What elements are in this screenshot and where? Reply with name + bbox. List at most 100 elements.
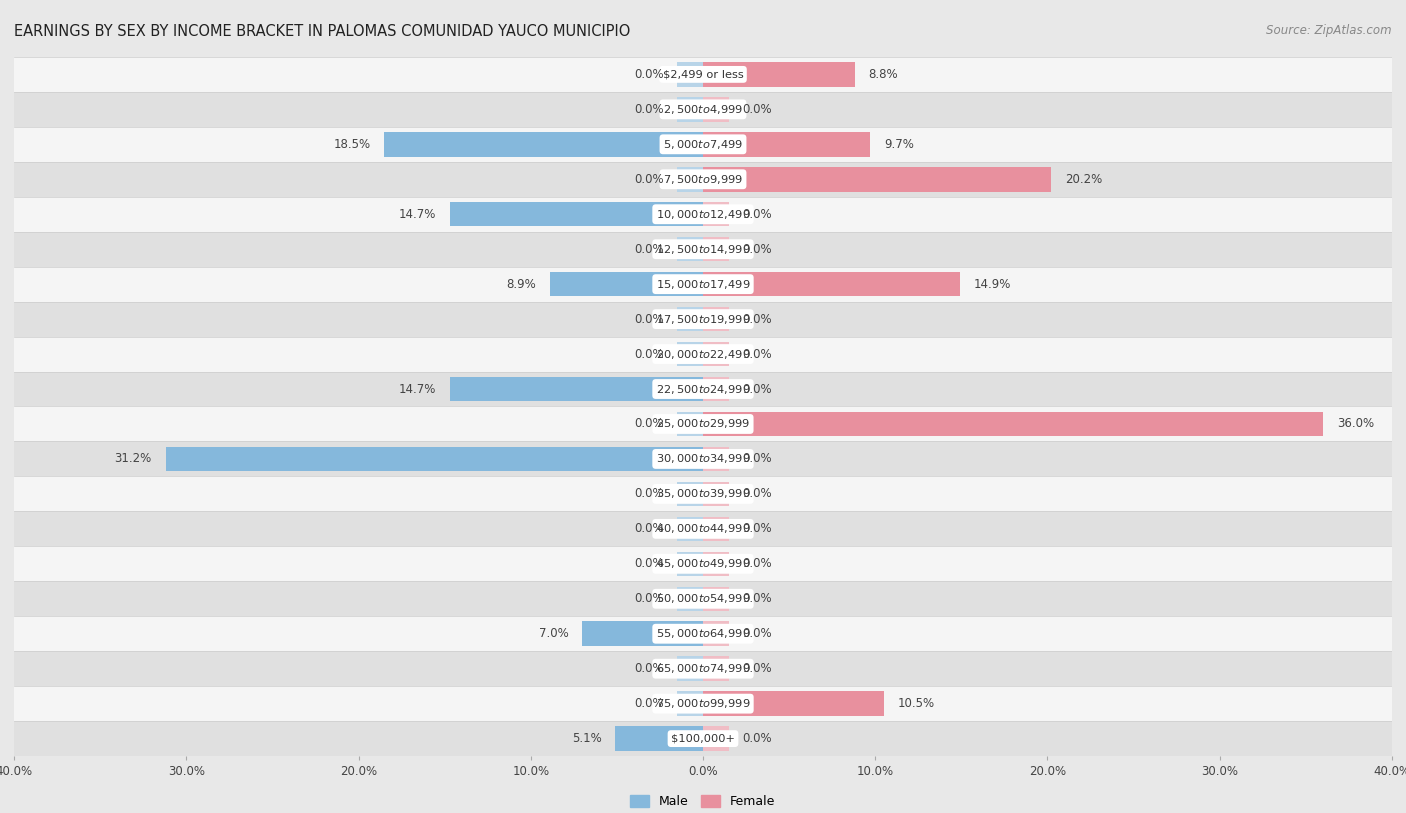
Text: $17,500 to $19,999: $17,500 to $19,999: [655, 313, 751, 325]
Text: 0.0%: 0.0%: [634, 418, 664, 430]
Bar: [450, 376, 703, 402]
Text: 0.0%: 0.0%: [742, 663, 772, 675]
Bar: [703, 167, 1050, 192]
Bar: [14, 337, 1392, 372]
Bar: [703, 411, 1323, 437]
Text: $65,000 to $74,999: $65,000 to $74,999: [655, 663, 751, 675]
Text: 7.0%: 7.0%: [538, 628, 568, 640]
Bar: [14, 372, 1392, 406]
Bar: [14, 546, 1392, 581]
Bar: [14, 162, 1392, 197]
Bar: [14, 511, 1392, 546]
Text: $25,000 to $29,999: $25,000 to $29,999: [655, 418, 751, 430]
Bar: [678, 551, 703, 576]
Bar: [14, 441, 1392, 476]
Text: 14.9%: 14.9%: [973, 278, 1011, 290]
Text: $10,000 to $12,499: $10,000 to $12,499: [655, 208, 751, 220]
Bar: [582, 621, 703, 646]
Bar: [450, 202, 703, 227]
Text: $55,000 to $64,999: $55,000 to $64,999: [655, 628, 751, 640]
Text: 36.0%: 36.0%: [1337, 418, 1374, 430]
Text: $75,000 to $99,999: $75,000 to $99,999: [655, 698, 751, 710]
Text: 31.2%: 31.2%: [115, 453, 152, 465]
Bar: [14, 406, 1392, 441]
Bar: [678, 167, 703, 192]
Text: 18.5%: 18.5%: [333, 138, 371, 150]
Bar: [678, 62, 703, 87]
Text: 0.0%: 0.0%: [634, 103, 664, 115]
Bar: [703, 726, 728, 751]
Bar: [703, 97, 728, 122]
Text: $5,000 to $7,499: $5,000 to $7,499: [664, 138, 742, 150]
Bar: [703, 621, 728, 646]
Text: 0.0%: 0.0%: [742, 243, 772, 255]
Bar: [14, 721, 1392, 756]
Bar: [14, 302, 1392, 337]
Text: $50,000 to $54,999: $50,000 to $54,999: [655, 593, 751, 605]
Text: 0.0%: 0.0%: [634, 68, 664, 80]
Text: 0.0%: 0.0%: [742, 558, 772, 570]
Bar: [678, 691, 703, 716]
Bar: [678, 237, 703, 262]
Bar: [703, 446, 728, 472]
Bar: [14, 651, 1392, 686]
Text: $12,500 to $14,999: $12,500 to $14,999: [655, 243, 751, 255]
Bar: [14, 616, 1392, 651]
Text: Source: ZipAtlas.com: Source: ZipAtlas.com: [1267, 24, 1392, 37]
Bar: [14, 197, 1392, 232]
Text: 0.0%: 0.0%: [634, 558, 664, 570]
Text: $22,500 to $24,999: $22,500 to $24,999: [655, 383, 751, 395]
Text: 20.2%: 20.2%: [1064, 173, 1102, 185]
Bar: [703, 586, 728, 611]
Bar: [678, 411, 703, 437]
Text: 0.0%: 0.0%: [742, 383, 772, 395]
Text: 0.0%: 0.0%: [634, 523, 664, 535]
Text: $20,000 to $22,499: $20,000 to $22,499: [655, 348, 751, 360]
Text: 9.7%: 9.7%: [884, 138, 914, 150]
Text: 0.0%: 0.0%: [742, 103, 772, 115]
Bar: [678, 481, 703, 506]
Text: $15,000 to $17,499: $15,000 to $17,499: [655, 278, 751, 290]
Bar: [703, 307, 728, 332]
Bar: [14, 92, 1392, 127]
Text: 0.0%: 0.0%: [634, 593, 664, 605]
Text: 14.7%: 14.7%: [399, 383, 436, 395]
Text: 8.9%: 8.9%: [506, 278, 536, 290]
Bar: [703, 656, 728, 681]
Text: 0.0%: 0.0%: [634, 663, 664, 675]
Bar: [14, 57, 1392, 92]
Bar: [14, 476, 1392, 511]
Text: 10.5%: 10.5%: [897, 698, 935, 710]
Bar: [703, 202, 728, 227]
Bar: [14, 127, 1392, 162]
Bar: [703, 237, 728, 262]
Bar: [703, 516, 728, 541]
Text: EARNINGS BY SEX BY INCOME BRACKET IN PALOMAS COMUNIDAD YAUCO MUNICIPIO: EARNINGS BY SEX BY INCOME BRACKET IN PAL…: [14, 24, 630, 39]
Text: 5.1%: 5.1%: [572, 733, 602, 745]
Text: 0.0%: 0.0%: [634, 173, 664, 185]
Text: $2,499 or less: $2,499 or less: [662, 69, 744, 80]
Text: $30,000 to $34,999: $30,000 to $34,999: [655, 453, 751, 465]
Bar: [678, 341, 703, 367]
Text: 0.0%: 0.0%: [742, 313, 772, 325]
Bar: [703, 376, 728, 402]
Bar: [678, 97, 703, 122]
Bar: [14, 267, 1392, 302]
Text: 0.0%: 0.0%: [742, 208, 772, 220]
Bar: [166, 446, 703, 472]
Text: 0.0%: 0.0%: [634, 698, 664, 710]
Bar: [678, 656, 703, 681]
Bar: [384, 132, 703, 157]
Bar: [14, 581, 1392, 616]
Text: 0.0%: 0.0%: [742, 488, 772, 500]
Bar: [703, 341, 728, 367]
Bar: [703, 551, 728, 576]
Text: $7,500 to $9,999: $7,500 to $9,999: [664, 173, 742, 185]
Bar: [14, 686, 1392, 721]
Bar: [678, 307, 703, 332]
Text: $40,000 to $44,999: $40,000 to $44,999: [655, 523, 751, 535]
Text: 0.0%: 0.0%: [742, 348, 772, 360]
Legend: Male, Female: Male, Female: [626, 790, 780, 813]
Text: 0.0%: 0.0%: [742, 733, 772, 745]
Bar: [678, 516, 703, 541]
